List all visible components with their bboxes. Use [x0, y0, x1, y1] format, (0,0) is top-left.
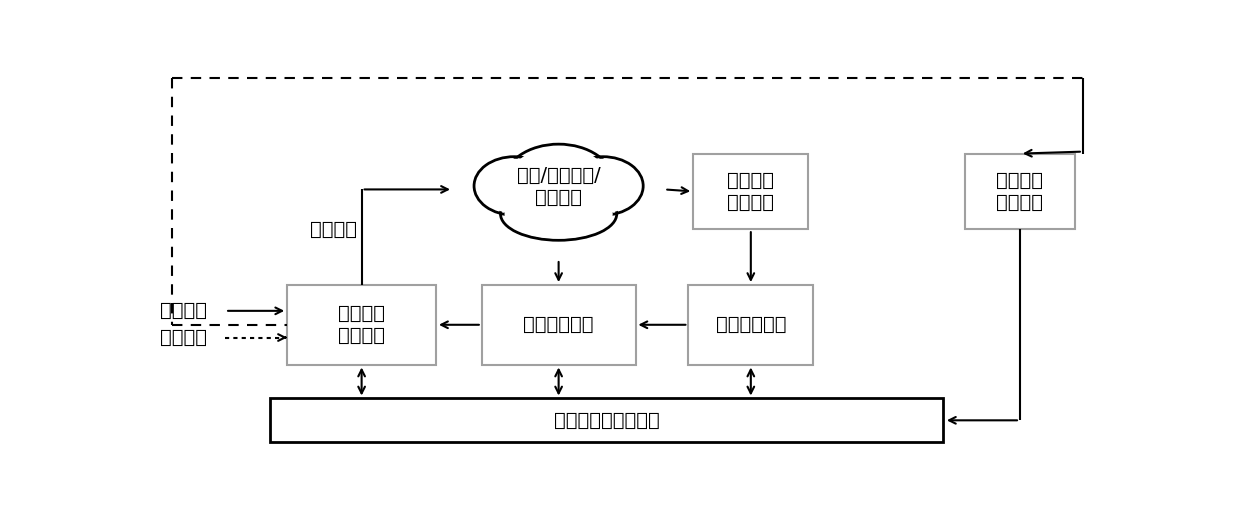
Ellipse shape [507, 147, 610, 218]
Text: 路由决策
策略学习: 路由决策 策略学习 [997, 171, 1043, 212]
Ellipse shape [563, 157, 644, 215]
Ellipse shape [565, 159, 640, 213]
Ellipse shape [505, 189, 613, 238]
Text: 业务/网络状态/
路由记录: 业务/网络状态/ 路由记录 [517, 165, 600, 206]
Text: 路由决策
策略选择: 路由决策 策略选择 [339, 305, 386, 345]
Ellipse shape [551, 179, 614, 228]
Ellipse shape [503, 144, 614, 221]
Text: 业务需求: 业务需求 [160, 328, 207, 347]
Bar [693, 154, 808, 229]
Text: 路由策略提升: 路由策略提升 [523, 315, 594, 334]
Bar [965, 154, 1075, 229]
Bar [481, 285, 635, 364]
Text: 时间序列
路由信息: 时间序列 路由信息 [728, 171, 774, 212]
Text: 路由策略: 路由策略 [310, 220, 357, 239]
Bar [288, 285, 436, 364]
Ellipse shape [552, 180, 611, 226]
Text: 网络路由知识数据库: 网络路由知识数据库 [554, 411, 660, 430]
Bar [688, 285, 813, 364]
Text: 网络状况: 网络状况 [160, 301, 207, 321]
Ellipse shape [501, 187, 616, 240]
Text: 网络状态感知: 网络状态感知 [715, 315, 786, 334]
Ellipse shape [477, 159, 552, 213]
Bar [270, 399, 942, 442]
Ellipse shape [474, 157, 554, 215]
Ellipse shape [506, 180, 565, 226]
Ellipse shape [503, 179, 567, 228]
